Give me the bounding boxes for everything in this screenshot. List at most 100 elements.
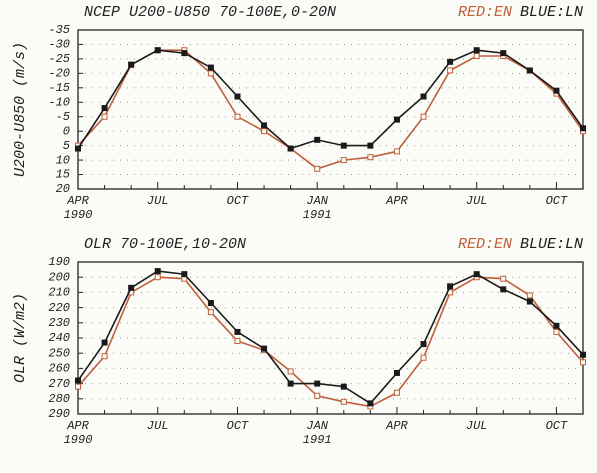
x-year-label: 1991 — [303, 433, 332, 447]
data-point — [101, 113, 108, 120]
data-point — [314, 136, 321, 143]
data-point — [447, 283, 454, 290]
legend-label: RED:EN — [458, 236, 512, 253]
legend-label: BLUE:LN — [520, 4, 583, 21]
data-point — [181, 50, 188, 57]
data-point — [101, 339, 108, 346]
data-point — [447, 58, 454, 65]
data-point — [207, 309, 214, 316]
y-tick-label: 190 — [48, 255, 70, 269]
legend-label: RED:EN — [458, 4, 512, 21]
y-tick-label: -5 — [56, 110, 70, 124]
data-point — [420, 341, 427, 348]
data-point — [526, 292, 533, 299]
data-point — [234, 338, 241, 345]
data-point — [128, 284, 135, 291]
series-line — [77, 270, 584, 405]
series-line — [77, 49, 584, 150]
data-point — [75, 383, 81, 390]
data-point — [181, 271, 188, 278]
data-point — [580, 125, 586, 132]
data-point — [314, 380, 321, 387]
y-tick-label: 230 — [48, 316, 70, 330]
y-tick-label: 240 — [48, 331, 70, 345]
x-tick-label: OCT — [227, 419, 249, 433]
plot-frame — [77, 261, 584, 415]
x-tick-label: JUL — [147, 194, 169, 208]
data-point — [393, 116, 400, 123]
y-tick-label: -20 — [48, 67, 70, 81]
data-point — [553, 322, 560, 329]
data-point — [553, 328, 560, 335]
y-tick-label: 250 — [48, 346, 70, 360]
data-point — [261, 122, 268, 129]
data-point — [500, 275, 507, 282]
x-tick-label: OCT — [227, 194, 249, 208]
y-axis-label: OLR (W/m2) — [12, 293, 29, 383]
data-point — [261, 345, 268, 352]
data-point — [580, 351, 586, 358]
data-point — [500, 50, 507, 57]
data-point — [473, 53, 480, 60]
data-point — [393, 148, 400, 155]
data-point — [207, 70, 214, 77]
data-point — [553, 87, 560, 94]
legend-label: BLUE:LN — [520, 236, 583, 253]
y-tick-label: 290 — [48, 407, 70, 421]
x-tick-label: APR — [66, 419, 89, 433]
y-tick-label: 10 — [56, 153, 70, 167]
data-point — [101, 105, 108, 112]
plot-frame — [77, 29, 584, 190]
data-point — [393, 389, 400, 396]
data-point — [128, 61, 135, 68]
data-point — [367, 400, 374, 407]
data-point — [340, 398, 347, 405]
y-tick-label: 5 — [63, 139, 70, 153]
data-point — [154, 47, 161, 54]
data-point — [393, 369, 400, 376]
y-tick-label: 220 — [48, 301, 70, 315]
chart-title: OLR 70-100E,10-20N — [84, 236, 246, 253]
data-point — [287, 380, 294, 387]
y-tick-label: 210 — [48, 286, 70, 300]
data-point — [420, 113, 427, 120]
y-tick-label: -30 — [48, 38, 70, 52]
y-axis-label: U200-U850 (m/s) — [12, 42, 29, 177]
x-year-label: 1990 — [64, 433, 93, 447]
y-tick-label: 200 — [48, 270, 70, 284]
data-point — [526, 298, 533, 305]
data-point — [420, 354, 427, 361]
y-tick-label: -25 — [48, 52, 70, 66]
data-point — [234, 93, 241, 100]
data-point — [580, 359, 586, 366]
x-year-label: 1991 — [303, 208, 332, 222]
x-tick-label: APR — [66, 194, 89, 208]
data-point — [420, 93, 427, 100]
data-point — [287, 368, 294, 375]
data-point — [367, 142, 374, 149]
y-tick-label: -10 — [48, 95, 70, 109]
x-year-label: 1990 — [64, 208, 93, 222]
data-point — [500, 286, 507, 293]
data-point — [234, 328, 241, 335]
data-point — [261, 128, 268, 135]
x-tick-label: OCT — [546, 419, 568, 433]
y-tick-label: -35 — [48, 23, 70, 37]
data-point — [234, 113, 241, 120]
data-point — [473, 47, 480, 54]
y-tick-label: 260 — [48, 362, 70, 376]
data-point — [75, 377, 81, 384]
x-tick-label: JUL — [466, 194, 488, 208]
data-point — [207, 300, 214, 307]
y-tick-label: 280 — [48, 392, 70, 406]
data-point — [447, 67, 454, 74]
data-point — [314, 165, 321, 172]
data-point — [340, 383, 347, 390]
data-point — [340, 157, 347, 164]
data-point — [101, 353, 108, 360]
chart-title: NCEP U200-U850 70-100E,0-20N — [84, 4, 336, 21]
x-tick-label: JUL — [466, 419, 488, 433]
series-line — [77, 276, 584, 408]
data-point — [526, 67, 533, 74]
